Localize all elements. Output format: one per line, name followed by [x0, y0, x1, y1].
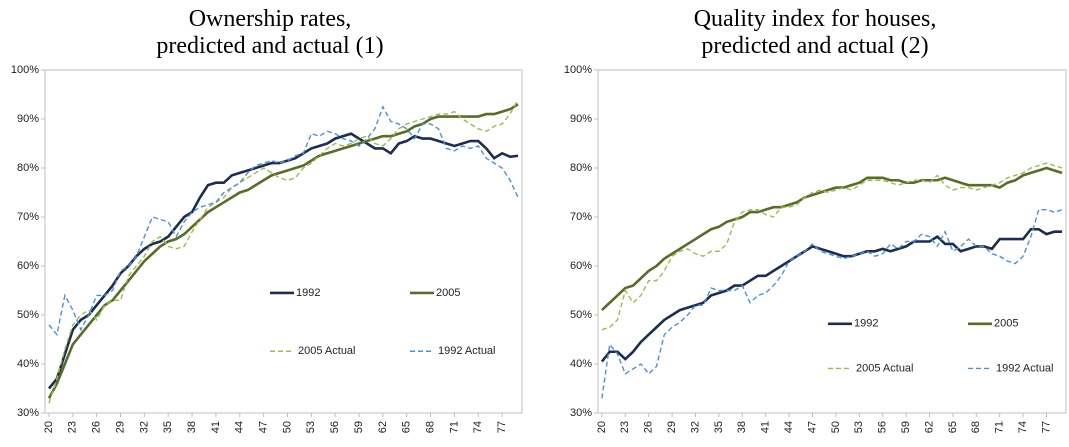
y-tick-label: 80% [17, 162, 39, 174]
y-tick-label: 60% [570, 260, 592, 272]
y-tick-label: 100% [564, 64, 592, 76]
x-tick-label: 65 [947, 421, 959, 433]
x-tick-label: 26 [91, 421, 103, 433]
y-tick-label: 100% [11, 64, 39, 76]
x-tick-label: 74 [1017, 421, 1029, 433]
x-tick-label: 56 [329, 421, 341, 433]
chart-title: Ownership rates, [189, 6, 352, 32]
x-tick-label: 35 [162, 421, 174, 433]
y-tick-label: 90% [17, 113, 39, 125]
series-line [600, 227, 1063, 363]
x-tick-label: 29 [666, 421, 678, 433]
x-tick-label: 68 [970, 421, 982, 433]
x-tick-label: 59 [900, 421, 912, 433]
x-tick-label: 50 [830, 421, 842, 433]
series-line [48, 99, 519, 404]
x-tick-label: 23 [67, 421, 79, 433]
x-tick-label: 29 [114, 421, 126, 433]
x-tick-label: 62 [923, 421, 935, 433]
plot-area [597, 69, 1067, 414]
x-tick-label: 56 [877, 421, 889, 433]
x-tick-label: 32 [689, 421, 701, 433]
x-tick-label: 41 [760, 421, 772, 433]
legend-label: 2005 Actual [856, 362, 914, 374]
legend-label: 2005 [994, 318, 1018, 330]
x-tick-label: 41 [210, 421, 222, 433]
legend-label: 1992 Actual [996, 362, 1054, 374]
x-tick-label: 53 [853, 421, 865, 433]
y-tick-label: 30% [570, 407, 592, 419]
x-tick-label: 32 [138, 421, 150, 433]
y-tick-label: 70% [570, 211, 592, 223]
y-tick-label: 90% [570, 113, 592, 125]
legend-label: 2005 [436, 287, 460, 299]
x-tick-label: 38 [736, 421, 748, 433]
chart-title: predicted and actual (2) [701, 33, 928, 59]
y-tick-label: 30% [17, 407, 39, 419]
series-line [601, 166, 1063, 312]
legend-label: 1992 Actual [438, 345, 496, 357]
x-tick-label: 47 [806, 421, 818, 433]
x-tick-label: 59 [353, 421, 365, 433]
series-line [47, 103, 519, 399]
y-tick-label: 50% [17, 309, 39, 321]
x-tick-label: 62 [377, 421, 389, 433]
series-line [601, 162, 1063, 331]
x-tick-label: 68 [424, 421, 436, 433]
y-tick-label: 60% [17, 260, 39, 272]
x-tick-label: 26 [643, 421, 655, 433]
x-tick-label: 23 [619, 421, 631, 433]
x-tick-label: 74 [472, 421, 484, 433]
series-line [48, 105, 519, 337]
x-tick-label: 71 [994, 421, 1006, 433]
legend-label: 1992 [296, 287, 320, 299]
y-tick-label: 50% [570, 309, 592, 321]
legend-label: 2005 Actual [298, 345, 356, 357]
chart-title: predicted and actual (1) [156, 33, 383, 59]
x-tick-label: 77 [1040, 421, 1052, 433]
x-tick-label: 77 [496, 421, 508, 433]
x-tick-label: 50 [281, 421, 293, 433]
x-tick-label: 35 [713, 421, 725, 433]
legend-label: 1992 [854, 318, 878, 330]
y-tick-label: 70% [17, 211, 39, 223]
x-tick-label: 20 [596, 421, 608, 433]
y-tick-label: 40% [17, 358, 39, 370]
x-tick-label: 38 [186, 421, 198, 433]
y-tick-label: 80% [570, 162, 592, 174]
x-tick-label: 53 [305, 421, 317, 433]
series-line [601, 208, 1063, 399]
x-tick-label: 20 [43, 421, 55, 433]
x-tick-label: 47 [258, 421, 270, 433]
x-tick-label: 44 [783, 421, 795, 433]
plot-area [44, 69, 523, 414]
y-tick-label: 40% [570, 358, 592, 370]
x-tick-label: 65 [401, 421, 413, 433]
x-tick-label: 44 [234, 421, 246, 433]
chart-title: Quality index for houses, [694, 6, 937, 32]
x-tick-label: 71 [448, 421, 460, 433]
